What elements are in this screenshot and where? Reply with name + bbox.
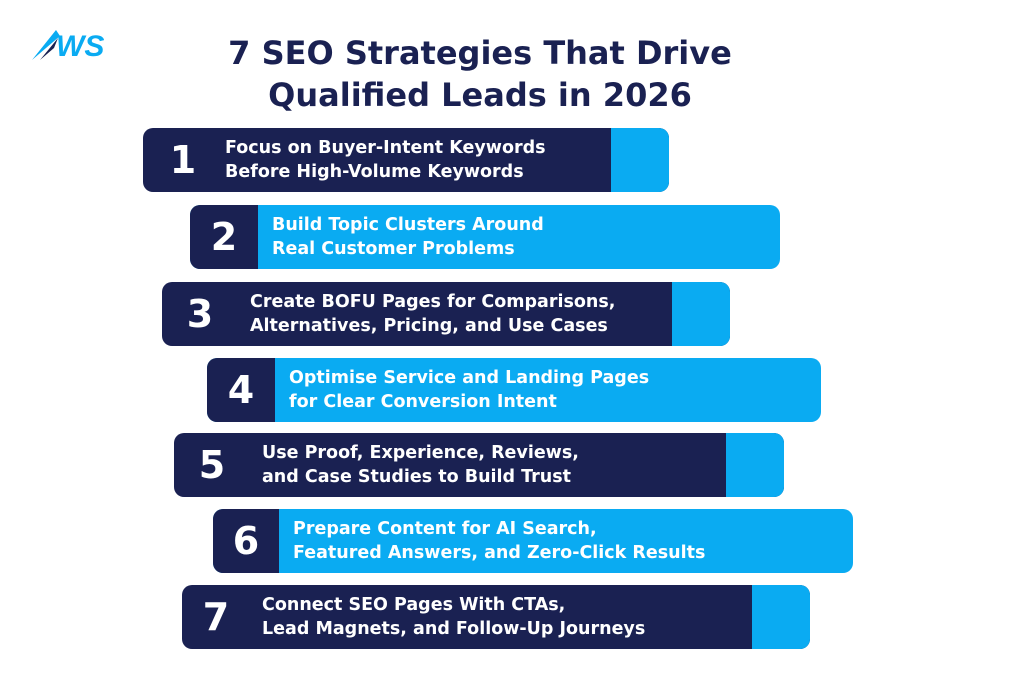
strategy-text-line-1: Prepare Content for AI Search, [293, 519, 597, 539]
strategy-text: Build Topic Clusters Around Real Custome… [272, 213, 544, 261]
strategy-text: Focus on Buyer-Intent Keywords Before Hi… [225, 136, 546, 184]
strategy-item-5: 5 Use Proof, Experience, Reviews, and Ca… [174, 433, 784, 497]
strategy-number: 5 [198, 443, 226, 487]
strategy-number: 7 [202, 595, 230, 639]
title-line-2: Qualified Leads in 2026 [268, 76, 692, 114]
strategy-text-line-1: Optimise Service and Landing Pages [289, 368, 650, 388]
strategy-item-3: 3 Create BOFU Pages for Comparisons, Alt… [162, 282, 730, 346]
strategy-accent [213, 509, 279, 573]
strategy-accent [672, 282, 730, 346]
strategy-number: 4 [227, 368, 255, 412]
logo-swoosh-dark [40, 38, 58, 60]
strategy-text: Create BOFU Pages for Comparisons, Alter… [250, 290, 615, 338]
strategy-text-line-1: Build Topic Clusters Around [272, 215, 544, 235]
strategy-number: 3 [186, 292, 214, 336]
title-line-1: 7 SEO Strategies That Drive [228, 34, 732, 72]
strategy-text: Connect SEO Pages With CTAs, Lead Magnet… [262, 593, 645, 641]
brand-logo: WS [32, 30, 104, 63]
strategy-accent [726, 433, 784, 497]
strategy-item-1: 1 Focus on Buyer-Intent Keywords Before … [143, 128, 669, 192]
strategy-number: 6 [232, 519, 260, 563]
strategy-text-line-1: Create BOFU Pages for Comparisons, [250, 292, 616, 312]
strategy-text: Use Proof, Experience, Reviews, and Case… [262, 441, 579, 489]
strategy-text-line-1: Connect SEO Pages With CTAs, [262, 595, 566, 615]
strategy-text-line-2: and Case Studies to Build Trust [262, 467, 572, 487]
strategy-accent [207, 358, 275, 422]
page-title: 7 SEO Strategies That Drive Qualified Le… [150, 32, 810, 116]
strategy-text-line-1: Use Proof, Experience, Reviews, [262, 443, 579, 463]
strategy-text-line-2: for Clear Conversion Intent [289, 392, 557, 412]
strategy-accent [752, 585, 810, 649]
logo-swoosh [32, 30, 60, 60]
strategy-text-line-2: Real Customer Problems [272, 239, 515, 259]
strategy-text-line-2: Lead Magnets, and Follow-Up Journeys [262, 619, 646, 639]
strategy-item-2: 2 Build Topic Clusters Around Real Custo… [190, 205, 780, 269]
strategy-text-line-2: Before High-Volume Keywords [225, 162, 524, 182]
logo-text: WS [56, 30, 104, 63]
strategy-accent [190, 205, 258, 269]
strategy-item-6: 6 Prepare Content for AI Search, Feature… [213, 509, 853, 573]
strategy-number: 2 [210, 215, 238, 259]
strategy-text-line-1: Focus on Buyer-Intent Keywords [225, 138, 546, 158]
strategy-item-7: 7 Connect SEO Pages With CTAs, Lead Magn… [182, 585, 810, 649]
strategy-text: Optimise Service and Landing Pages for C… [289, 366, 649, 414]
strategy-item-4: 4 Optimise Service and Landing Pages for… [207, 358, 821, 422]
strategy-text: Prepare Content for AI Search, Featured … [293, 517, 705, 565]
strategy-number: 1 [169, 138, 197, 182]
strategy-text-line-2: Alternatives, Pricing, and Use Cases [250, 316, 608, 336]
strategy-accent [611, 128, 669, 192]
strategy-text-line-2: Featured Answers, and Zero-Click Results [293, 543, 706, 563]
